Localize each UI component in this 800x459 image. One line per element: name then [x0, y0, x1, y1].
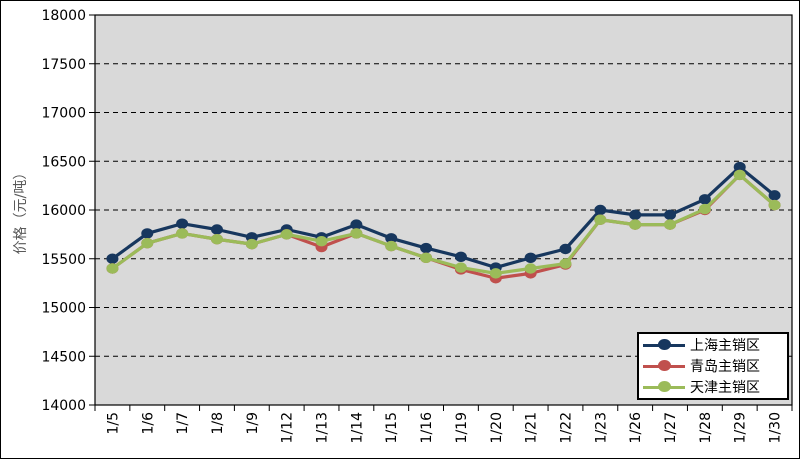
x-tick-label: 1/26 — [628, 412, 644, 444]
x-tick-label: 1/23 — [593, 412, 609, 443]
data-point-marker — [768, 199, 781, 211]
legend-marker-line-dot-icon — [643, 359, 685, 373]
data-point-marker — [454, 262, 467, 273]
y-tick-label: 14000 — [41, 398, 86, 414]
legend-marker-line-dot-icon — [643, 338, 685, 352]
x-tick-label: 1/5 — [105, 412, 121, 435]
data-point-marker — [141, 228, 154, 239]
y-tick-label: 17500 — [41, 57, 86, 73]
data-point-marker — [245, 238, 258, 250]
data-point-marker — [210, 234, 223, 245]
x-tick-label: 1/28 — [698, 412, 714, 443]
y-tick-label: 16000 — [41, 203, 86, 219]
data-point-marker — [733, 161, 746, 173]
data-point-marker — [594, 214, 607, 225]
x-tick-label: 1/22 — [558, 412, 574, 443]
x-tick-label: 1/16 — [419, 412, 435, 444]
data-point-marker — [664, 209, 677, 221]
data-point-marker — [106, 253, 119, 264]
data-point-marker — [385, 233, 398, 244]
x-tick-label: 1/13 — [315, 412, 331, 443]
x-tick-label: 1/27 — [663, 412, 679, 443]
data-point-marker — [210, 224, 223, 235]
x-tick-label: 1/15 — [384, 412, 400, 443]
data-point-marker — [524, 252, 537, 263]
data-point-marker — [698, 203, 711, 215]
y-axis-title: 价格（元/吨） — [13, 166, 29, 255]
chart-legend: 上海主销区 青岛主销区 天津主销区 — [637, 332, 789, 400]
x-tick-label: 1/8 — [210, 412, 226, 435]
x-tick-label: 1/9 — [245, 412, 261, 435]
x-tick-label: 1/12 — [280, 412, 296, 443]
data-point-marker — [420, 252, 433, 263]
data-point-marker — [524, 263, 537, 274]
legend-item-qingdao: 青岛主销区 — [643, 356, 783, 376]
legend-label: 天津主销区 — [690, 379, 760, 396]
x-tick-label: 1/6 — [140, 412, 156, 435]
legend-label: 青岛主销区 — [690, 358, 760, 375]
data-point-marker — [106, 263, 119, 274]
y-tick-label: 15000 — [41, 301, 86, 317]
data-point-marker — [629, 209, 642, 221]
y-tick-label: 17000 — [41, 106, 86, 122]
x-tick-label: 1/19 — [454, 412, 470, 443]
legend-label: 上海主销区 — [690, 338, 760, 355]
data-point-marker — [698, 194, 711, 205]
x-tick-label: 1/30 — [768, 412, 784, 443]
data-point-marker — [385, 240, 398, 252]
data-point-marker — [733, 169, 746, 181]
y-tick-label: 16500 — [41, 154, 86, 170]
data-point-marker — [629, 219, 642, 230]
data-point-marker — [454, 251, 467, 262]
data-point-marker — [594, 204, 607, 216]
data-point-marker — [141, 237, 154, 249]
x-tick-label: 1/14 — [349, 412, 365, 444]
data-point-marker — [559, 258, 572, 269]
legend-marker-line-dot-icon — [643, 380, 685, 394]
y-tick-label: 18000 — [41, 8, 86, 24]
data-point-marker — [489, 268, 502, 279]
x-tick-label: 1/20 — [489, 412, 505, 443]
data-point-marker — [280, 229, 293, 240]
y-tick-label: 14500 — [41, 349, 86, 365]
data-point-marker — [176, 218, 189, 229]
data-point-marker — [350, 219, 363, 230]
data-point-marker — [768, 190, 781, 201]
legend-item-shanghai: 上海主销区 — [643, 335, 783, 355]
data-point-marker — [559, 243, 572, 255]
data-point-marker — [420, 242, 433, 254]
x-tick-label: 1/21 — [524, 412, 540, 443]
data-point-marker — [176, 228, 189, 239]
data-point-marker — [664, 219, 677, 230]
x-tick-label: 1/7 — [175, 412, 191, 435]
x-tick-label: 1/29 — [733, 412, 749, 443]
data-point-marker — [315, 236, 328, 247]
legend-item-tianjin: 天津主销区 — [643, 377, 783, 397]
y-tick-label: 15500 — [41, 252, 86, 268]
data-point-marker — [350, 228, 363, 239]
